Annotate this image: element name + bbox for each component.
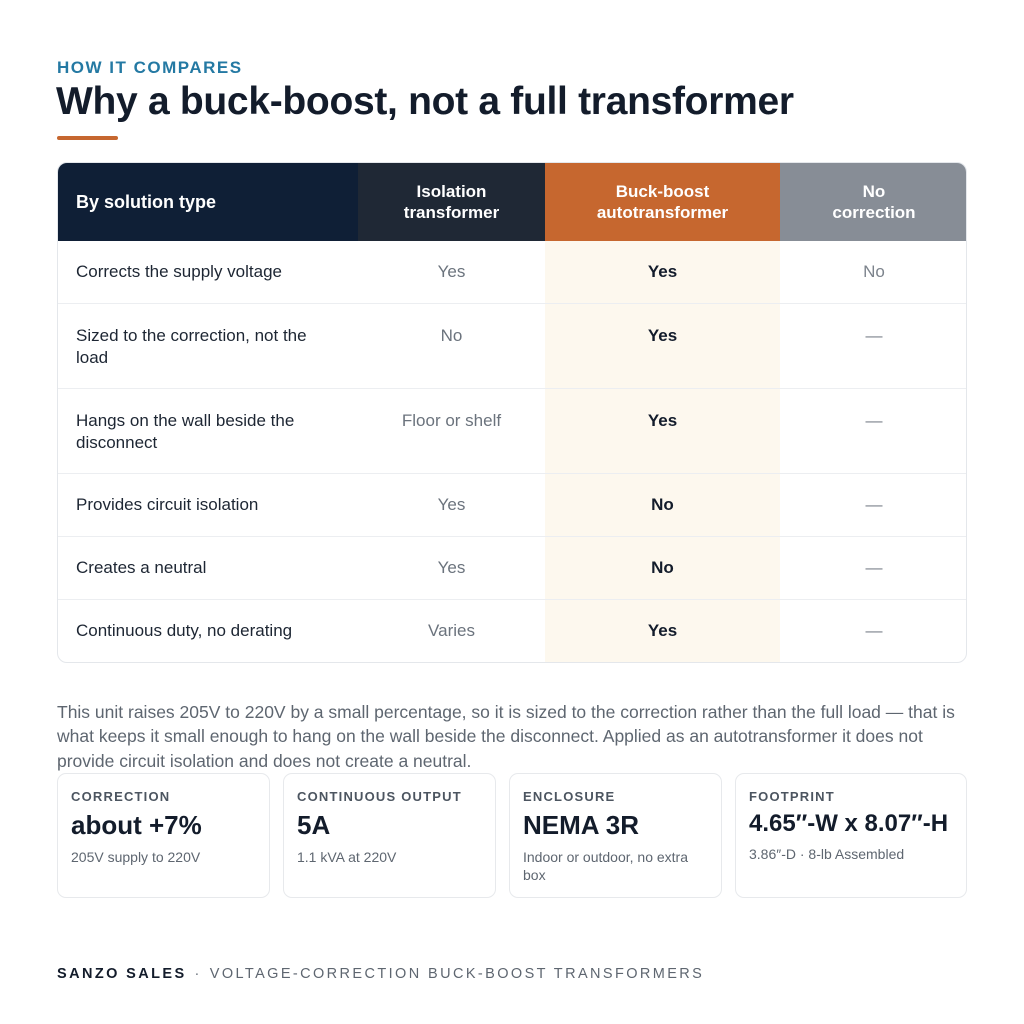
brand-name: SANZO SALES (57, 966, 187, 982)
cell-isolation: No (440, 326, 463, 345)
card-sub: 3.86″-D · 8-lb Assembled (749, 846, 905, 862)
footer-tagline: VOLTAGE-CORRECTION BUCK-BOOST TRANSFORME… (209, 966, 705, 982)
card-value: 4.65″-W x 8.07″-H (749, 810, 949, 837)
card-footprint: FOOTPRINT 4.65″-W x 8.07″-H 3.86″-D · 8-… (735, 773, 967, 898)
table-row: Provides circuit isolation Yes No — (58, 474, 966, 537)
table-body: Corrects the supply voltage Yes Yes No S… (58, 241, 966, 662)
cell-buck-boost: Yes (647, 326, 678, 345)
table-row: Continuous duty, no derating Varies Yes … (58, 600, 966, 662)
row-label: Continuous duty, no derating (76, 621, 293, 640)
accent-rule (57, 136, 118, 140)
row-label: Hangs on the wall beside the disconnect (76, 411, 295, 452)
explanatory-note: This unit raises 205V to 220V by a small… (57, 701, 955, 771)
header-no-correction: No correction (780, 163, 966, 241)
cell-isolation: Yes (437, 558, 466, 577)
card-continuous-output: CONTINUOUS OUTPUT 5A 1.1 kVA at 220V (283, 773, 496, 898)
row-label: Corrects the supply voltage (76, 262, 282, 281)
card-enclosure: ENCLOSURE NEMA 3R Indoor or outdoor, no … (509, 773, 722, 898)
card-key: CONTINUOUS OUTPUT (297, 789, 462, 804)
page-title: Why a buck-boost, not a full transformer (56, 80, 794, 123)
footer: SANZO SALES · VOLTAGE-CORRECTION BUCK-BOOS… (57, 966, 704, 982)
cell-no-correction: — (865, 326, 883, 345)
cell-buck-boost: Yes (647, 621, 678, 640)
table-row: Sized to the correction, not the load No… (58, 304, 966, 389)
cell-buck-boost: No (651, 558, 674, 577)
cell-buck-boost: Yes (647, 411, 678, 430)
header-label: By solution type (58, 163, 358, 241)
card-value: 5A (297, 810, 331, 840)
cell-isolation: Varies (428, 621, 475, 640)
card-sub: 1.1 kVA at 220V (297, 849, 397, 865)
cell-no-correction: — (865, 495, 883, 514)
comparison-table: By solution type Isolation transformer B… (57, 162, 967, 663)
cell-no-correction: No (863, 262, 885, 281)
card-sub: 205V supply to 220V (71, 849, 201, 865)
row-label: Sized to the correction, not the load (76, 326, 307, 367)
card-key: ENCLOSURE (523, 789, 616, 804)
table-row: Creates a neutral Yes No — (58, 537, 966, 600)
cell-buck-boost: No (651, 495, 674, 514)
eyebrow: HOW IT COMPARES (57, 58, 243, 77)
cell-isolation: Floor or shelf (401, 411, 502, 430)
cell-no-correction: — (865, 621, 883, 640)
cell-isolation: Yes (437, 495, 466, 514)
cell-no-correction: — (865, 558, 883, 577)
cell-buck-boost: Yes (647, 262, 678, 281)
footer-separator: · (194, 966, 202, 982)
highlight-column (545, 241, 780, 662)
cell-no-correction: — (865, 411, 883, 430)
card-key: CORRECTION (71, 789, 171, 804)
card-correction: CORRECTION about +7% 205V supply to 220V (57, 773, 270, 898)
card-key: FOOTPRINT (749, 789, 835, 804)
cell-isolation: Yes (437, 262, 466, 281)
header-buck-boost: Buck-boost autotransformer (545, 163, 780, 241)
row-label: Creates a neutral (76, 558, 207, 577)
table-row: Hangs on the wall beside the disconnect … (58, 389, 966, 474)
table-header: By solution type Isolation transformer B… (58, 163, 966, 241)
card-value: NEMA 3R (523, 810, 640, 840)
row-label: Provides circuit isolation (76, 495, 259, 514)
header-isolation-transformer: Isolation transformer (358, 163, 545, 241)
table-row: Corrects the supply voltage Yes Yes No (58, 241, 966, 304)
card-value: about +7% (71, 810, 202, 840)
spec-cards: CORRECTION about +7% 205V supply to 220V… (57, 773, 967, 898)
card-sub: Indoor or outdoor, no extra box (523, 849, 688, 883)
